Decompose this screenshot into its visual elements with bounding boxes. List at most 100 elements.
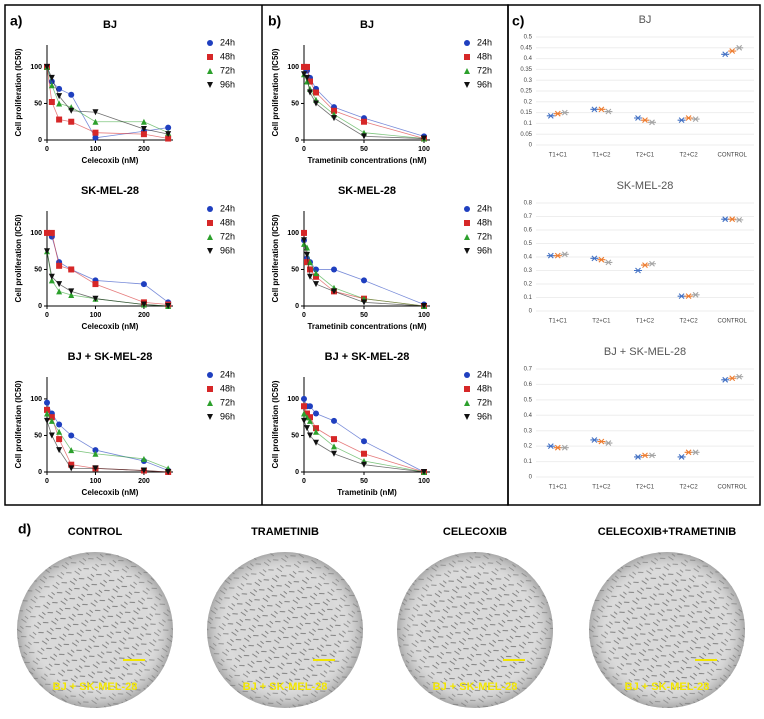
- data-point: [68, 118, 75, 125]
- legend-label: 24h: [220, 37, 235, 47]
- data-point: [68, 447, 75, 454]
- y-tick-label: 50: [291, 432, 299, 439]
- data-point: [313, 270, 319, 277]
- legend-label: 72h: [220, 231, 235, 241]
- fit-line: [47, 232, 169, 305]
- x-tick-label: 0: [45, 312, 49, 319]
- x-tick-label: 0: [302, 312, 306, 319]
- legend-marker: [207, 372, 213, 378]
- data-point: [68, 292, 75, 299]
- data-point: [56, 85, 63, 92]
- data-point: [56, 421, 63, 428]
- data-point: [553, 110, 562, 117]
- y-tick-label: 0.05: [520, 132, 532, 138]
- data-point: [313, 281, 319, 288]
- fit-line: [303, 66, 425, 137]
- data-point: [301, 395, 307, 402]
- x-tick-label: 0: [45, 478, 49, 485]
- data-point: [553, 444, 562, 451]
- data-point: [165, 124, 172, 131]
- legend-label: 72h: [477, 231, 492, 241]
- x-tick-label: 0: [302, 146, 306, 153]
- legend-label: 24h: [477, 369, 492, 379]
- data-point: [361, 299, 367, 306]
- y-axis-label: Cell proliferation (IC50): [14, 48, 23, 136]
- legend-label: 72h: [220, 397, 235, 407]
- x-tick-label: T1+C1: [549, 153, 568, 159]
- data-point: [331, 436, 337, 443]
- y-tick-label: 100: [287, 396, 299, 403]
- data-point: [140, 131, 147, 138]
- image-title: CELECOXIB+TRAMETINIB: [598, 526, 736, 538]
- data-point: [301, 403, 307, 410]
- legend-marker: [207, 248, 213, 254]
- fit-line: [303, 240, 425, 305]
- legend-marker: [207, 68, 213, 74]
- data-point: [421, 303, 427, 309]
- micrograph-vignette: [397, 552, 553, 708]
- y-tick-label: 0: [529, 143, 533, 149]
- data-point: [634, 115, 642, 121]
- x-tick-label: 200: [138, 478, 150, 485]
- legend-label: 96h: [477, 79, 492, 89]
- data-point: [44, 248, 50, 255]
- data-point: [165, 135, 172, 142]
- data-point: [140, 118, 147, 125]
- data-point: [304, 425, 310, 432]
- data-point: [301, 229, 307, 236]
- x-tick-label: T2+C1: [592, 319, 611, 325]
- x-tick-label: CONTROL: [718, 153, 748, 159]
- legend-marker: [207, 206, 213, 212]
- legend-marker: [464, 372, 470, 378]
- data-point: [68, 91, 75, 98]
- y-axis-label: Cell proliferation (IC50): [271, 48, 280, 136]
- data-point: [56, 262, 63, 269]
- y-tick-label: 100: [30, 396, 42, 403]
- data-point: [92, 109, 99, 116]
- data-point: [313, 428, 319, 435]
- data-point: [684, 293, 693, 300]
- data-point: [604, 440, 613, 446]
- data-point: [597, 256, 606, 263]
- data-point: [140, 467, 147, 474]
- data-point: [721, 216, 730, 223]
- x-axis-label: Trametinib (nM): [337, 488, 397, 497]
- data-point: [44, 399, 50, 406]
- x-axis-label: Celecoxib (nM): [82, 322, 139, 331]
- data-point: [677, 293, 686, 300]
- data-point: [641, 262, 649, 268]
- data-point: [68, 461, 75, 468]
- y-tick-label: 0.1: [524, 295, 533, 301]
- data-point: [140, 301, 147, 308]
- data-point: [307, 78, 313, 85]
- x-tick-label: CONTROL: [718, 319, 748, 325]
- legend-label: 96h: [220, 411, 235, 421]
- data-point: [735, 216, 744, 223]
- legend-marker: [207, 234, 213, 240]
- data-point: [301, 410, 307, 417]
- y-tick-label: 0.2: [524, 444, 533, 450]
- data-point: [560, 109, 569, 116]
- data-point: [165, 131, 172, 138]
- legend-label: 24h: [477, 203, 492, 213]
- fit-line: [46, 251, 169, 307]
- fit-line: [46, 66, 169, 139]
- data-point: [307, 403, 313, 410]
- data-point: [48, 432, 55, 439]
- data-point: [304, 251, 310, 258]
- data-point: [361, 461, 367, 468]
- y-tick-label: 0.3: [524, 78, 533, 84]
- data-point: [48, 273, 55, 280]
- chart-title: BJ: [103, 19, 117, 31]
- legend-label: 96h: [477, 411, 492, 421]
- fit-line: [46, 251, 169, 307]
- chart-title: BJ: [639, 14, 652, 26]
- y-tick-label: 0.1: [524, 459, 533, 465]
- data-point: [44, 229, 50, 236]
- x-tick-label: T2+C2: [680, 319, 699, 325]
- data-point: [165, 303, 172, 309]
- data-point: [92, 281, 99, 288]
- y-tick-label: 0: [295, 469, 299, 476]
- data-point: [604, 259, 613, 266]
- data-point: [44, 417, 50, 424]
